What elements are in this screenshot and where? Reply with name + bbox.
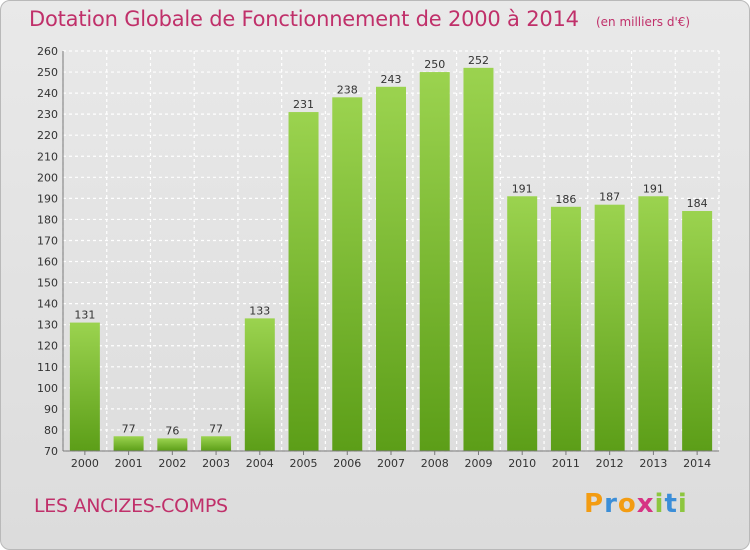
logo-letter: o <box>617 489 637 519</box>
bar <box>157 438 188 451</box>
y-tick-label: 170 <box>37 234 58 247</box>
y-tick-label: 230 <box>37 108 58 121</box>
x-tick-label: 2007 <box>377 457 405 470</box>
x-tick-label: 2000 <box>71 457 99 470</box>
y-tick-label: 180 <box>37 213 58 226</box>
x-tick-label: 2009 <box>464 457 492 470</box>
bar <box>638 196 669 451</box>
bar <box>463 67 494 451</box>
y-tick-label: 80 <box>44 424 58 437</box>
data-label: 76 <box>165 424 179 437</box>
y-tick-label: 160 <box>37 256 58 269</box>
axis-layer: 7080901001101201301401501601701801902002… <box>37 45 719 470</box>
y-tick-label: 100 <box>37 382 58 395</box>
labels-layer: 131 77 76 77 133 231 238 243 250 252 191 186 187 191 1… <box>74 54 707 438</box>
y-tick-label: 90 <box>44 403 58 416</box>
y-tick-label: 70 <box>44 445 58 458</box>
data-label: 187 <box>599 191 620 204</box>
bar <box>69 322 100 451</box>
logo-letter: i <box>654 489 665 519</box>
bar <box>244 318 275 451</box>
bar <box>288 112 319 451</box>
bar <box>113 436 144 451</box>
data-label: 184 <box>687 197 708 210</box>
y-tick-label: 200 <box>37 171 58 184</box>
data-label: 133 <box>249 304 270 317</box>
bar <box>550 206 581 451</box>
data-label: 77 <box>122 422 136 435</box>
logo-letter: i <box>677 489 688 519</box>
y-tick-label: 110 <box>37 361 58 374</box>
bars-layer <box>69 67 713 451</box>
data-label: 191 <box>512 182 533 195</box>
y-tick-label: 150 <box>37 277 58 290</box>
data-label: 186 <box>555 193 576 206</box>
y-tick-label: 190 <box>37 192 58 205</box>
data-label: 238 <box>337 83 358 96</box>
x-tick-label: 2010 <box>508 457 536 470</box>
bar <box>376 86 406 451</box>
x-tick-label: 2006 <box>333 457 361 470</box>
data-label: 252 <box>468 54 489 67</box>
chart-title: Dotation Globale de Fonctionnement de 20… <box>29 7 579 31</box>
x-tick-label: 2001 <box>115 457 143 470</box>
x-tick-label: 2003 <box>202 457 230 470</box>
bar <box>682 211 713 451</box>
logo-letter: x <box>636 489 655 519</box>
data-label: 77 <box>209 422 223 435</box>
title-row: Dotation Globale de Fonctionnement de 20… <box>29 7 690 31</box>
data-label: 131 <box>74 309 95 322</box>
proxiti-logo: Proxiti <box>584 489 688 519</box>
y-tick-label: 130 <box>37 319 58 332</box>
data-label: 243 <box>381 73 402 86</box>
commune-name: LES ANCIZES-COMPS <box>34 495 228 517</box>
x-tick-label: 2008 <box>421 457 449 470</box>
x-tick-label: 2002 <box>158 457 186 470</box>
bar <box>594 204 625 451</box>
y-tick-label: 120 <box>37 340 58 353</box>
y-tick-label: 240 <box>37 87 58 100</box>
y-tick-label: 210 <box>37 150 58 163</box>
data-label: 231 <box>293 98 314 111</box>
x-tick-label: 2013 <box>639 457 667 470</box>
y-tick-label: 260 <box>37 45 58 58</box>
x-tick-label: 2005 <box>290 457 318 470</box>
bar <box>201 436 232 451</box>
y-tick-label: 220 <box>37 129 58 142</box>
bar <box>419 72 450 451</box>
x-tick-label: 2004 <box>246 457 274 470</box>
logo-letter: t <box>664 489 678 519</box>
y-tick-label: 250 <box>37 66 58 79</box>
data-label: 250 <box>424 58 445 71</box>
logo-letter: r <box>604 489 618 519</box>
bar <box>507 196 538 451</box>
data-label: 191 <box>643 182 664 195</box>
x-tick-label: 2012 <box>596 457 624 470</box>
x-tick-label: 2011 <box>552 457 580 470</box>
bar <box>332 97 363 451</box>
logo-letter: P <box>584 489 605 519</box>
chart-subtitle: (en milliers d'€) <box>595 15 691 29</box>
x-tick-label: 2014 <box>683 457 711 470</box>
y-tick-label: 140 <box>37 298 58 311</box>
